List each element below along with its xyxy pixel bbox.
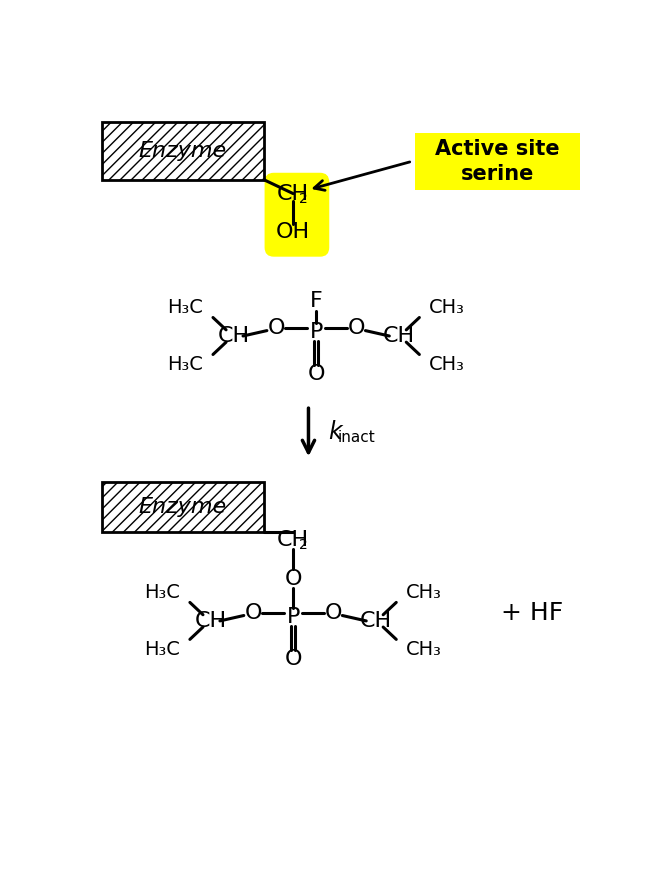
Text: CH₃: CH₃ (406, 640, 442, 659)
Text: 2: 2 (299, 192, 308, 206)
Text: CH₃: CH₃ (406, 583, 442, 602)
Text: H₃C: H₃C (144, 640, 180, 659)
Text: O: O (244, 603, 262, 623)
FancyBboxPatch shape (102, 482, 264, 532)
Text: Active site
serine: Active site serine (435, 139, 559, 184)
Text: k: k (328, 420, 341, 444)
Text: O: O (285, 649, 302, 669)
FancyBboxPatch shape (102, 122, 264, 179)
Text: OH: OH (276, 222, 310, 242)
Text: + HF: + HF (500, 601, 563, 626)
Text: CH₃: CH₃ (430, 298, 465, 317)
Text: O: O (285, 569, 302, 589)
Text: P: P (309, 322, 323, 342)
Text: Enzyme: Enzyme (139, 141, 227, 161)
Text: 2: 2 (299, 538, 308, 552)
Text: CH: CH (218, 326, 250, 346)
Text: O: O (325, 603, 342, 623)
FancyBboxPatch shape (415, 133, 580, 190)
Text: CH: CH (277, 530, 309, 550)
Text: CH: CH (277, 184, 309, 204)
FancyBboxPatch shape (265, 172, 329, 256)
Text: H₃C: H₃C (167, 298, 203, 317)
Text: CH: CH (194, 611, 226, 631)
Text: O: O (267, 318, 285, 339)
Text: F: F (310, 291, 323, 311)
Text: CH₃: CH₃ (430, 355, 465, 374)
Text: O: O (307, 365, 325, 384)
Text: P: P (287, 607, 300, 627)
Text: O: O (347, 318, 365, 339)
Text: CH: CH (359, 611, 391, 631)
Text: H₃C: H₃C (167, 355, 203, 374)
Text: CH: CH (383, 326, 415, 346)
Text: H₃C: H₃C (144, 583, 180, 602)
Text: Enzyme: Enzyme (139, 497, 227, 517)
Text: inact: inact (338, 430, 375, 445)
